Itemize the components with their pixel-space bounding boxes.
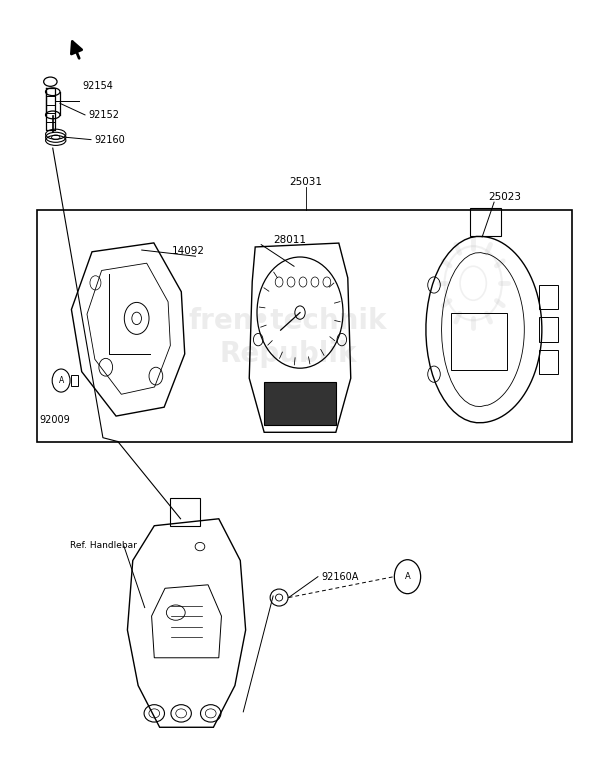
Bar [170,498,200,525]
Text: A: A [404,572,410,581]
Text: 92154: 92154 [82,81,113,91]
Bar [539,350,557,374]
Text: A: A [58,376,64,385]
Bar [37,210,572,442]
Text: 92160A: 92160A [321,572,358,582]
Text: 25031: 25031 [289,177,322,187]
Text: 14092: 14092 [172,246,205,257]
Text: 25023: 25023 [488,192,521,202]
FancyBboxPatch shape [264,382,336,425]
Bar [539,318,557,342]
Text: 28011: 28011 [273,235,306,245]
Text: 92160: 92160 [94,135,125,145]
Bar [71,375,77,386]
Text: fren•technik
Republik: fren•technik Republik [189,307,388,367]
Bar [470,208,501,236]
Bar [539,285,557,309]
Text: 92009: 92009 [39,415,70,425]
Text: Ref. Handlebar: Ref. Handlebar [70,541,137,550]
Text: 92152: 92152 [88,110,119,120]
